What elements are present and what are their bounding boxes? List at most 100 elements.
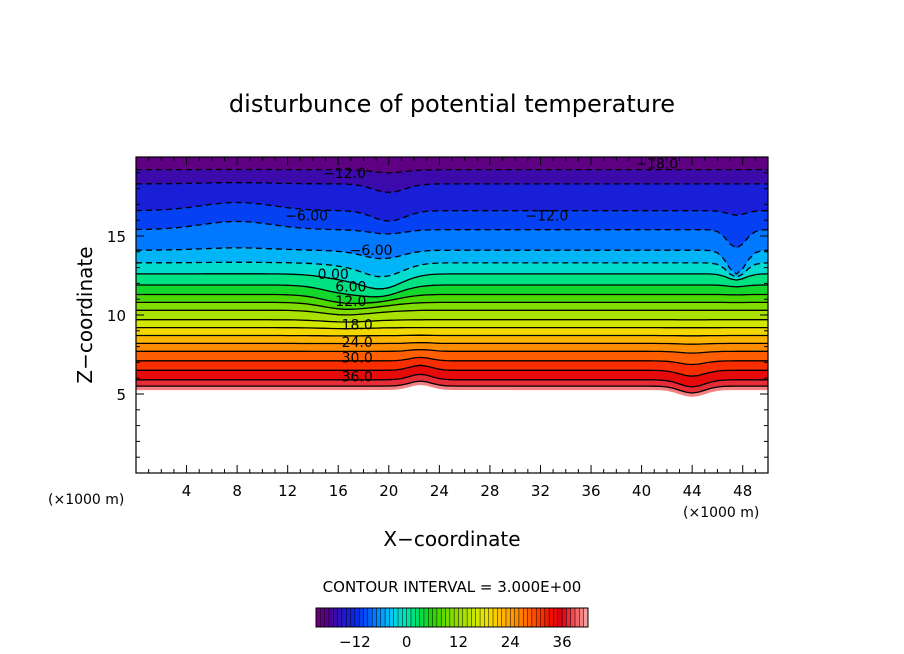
contour-label: −18.0 bbox=[635, 156, 678, 172]
colorbar-segment bbox=[454, 608, 459, 627]
colorbar-segment bbox=[445, 608, 451, 627]
colorbar-segment bbox=[419, 608, 425, 627]
colorbar-segment bbox=[583, 608, 589, 627]
colorbar-tick-label: 12 bbox=[449, 633, 468, 651]
colorbar-segment bbox=[346, 608, 351, 627]
contour-line bbox=[136, 319, 768, 323]
colorbar-segment bbox=[415, 608, 421, 627]
x-tick-label: 20 bbox=[379, 482, 398, 500]
colorbar-segment bbox=[480, 608, 485, 627]
contour-line bbox=[136, 309, 768, 316]
y-axis-label: Z−coordinate bbox=[73, 246, 97, 383]
x-tick-label: 28 bbox=[480, 482, 499, 500]
y-tick-label: 15 bbox=[107, 228, 126, 246]
colorbar-segment bbox=[449, 608, 455, 627]
colorbar-segment bbox=[553, 608, 559, 627]
contour-label: −6.00 bbox=[350, 243, 393, 259]
colorbar-segment bbox=[536, 608, 541, 627]
contour-line bbox=[136, 168, 768, 174]
contour-line bbox=[136, 284, 768, 298]
contour-line bbox=[136, 201, 768, 222]
colorbar-segment bbox=[458, 608, 464, 627]
colorbar-segment bbox=[501, 608, 507, 627]
contour-label: 18.0 bbox=[342, 317, 373, 333]
colorbar-segment bbox=[566, 608, 572, 627]
colorbar-segment bbox=[493, 608, 498, 627]
colorbar-segment bbox=[562, 608, 567, 627]
colorbar-segment bbox=[518, 608, 524, 627]
colorbar-segment bbox=[354, 608, 360, 627]
colorbar-segment bbox=[363, 608, 369, 627]
colorbar-segment bbox=[497, 608, 503, 627]
colorbar-segment bbox=[510, 608, 516, 627]
colorbar-segment bbox=[380, 608, 386, 627]
colorbar-segment bbox=[579, 608, 585, 627]
colorbar-segment bbox=[393, 608, 399, 627]
colorbar-segment bbox=[484, 608, 490, 627]
contour-line bbox=[136, 261, 768, 279]
contour-line bbox=[136, 326, 768, 330]
colorbar-segment bbox=[428, 608, 433, 627]
contour-label: −12.0 bbox=[323, 166, 366, 182]
colorbar-segment bbox=[505, 608, 511, 627]
colorbar-segment bbox=[324, 608, 330, 627]
colorbar-segment bbox=[488, 608, 494, 627]
colorbar-tick-label: 36 bbox=[553, 633, 572, 651]
colorbar-tick-label: −12 bbox=[339, 633, 371, 651]
contour-interval-text: CONTOUR INTERVAL = 3.000E+00 bbox=[323, 578, 582, 596]
colorbar-segment bbox=[402, 608, 408, 627]
colorbar-segment bbox=[436, 608, 442, 627]
colorbar-segment bbox=[475, 608, 481, 627]
colorbar-segment bbox=[350, 608, 356, 627]
colorbar-segment bbox=[328, 608, 334, 627]
contour-label: 36.0 bbox=[342, 370, 373, 386]
x-unit-label-right: (×1000 m) bbox=[683, 505, 759, 521]
contour-label: 24.0 bbox=[342, 335, 373, 351]
colorbar-segment bbox=[523, 608, 528, 627]
contour-line bbox=[136, 247, 768, 275]
contour-label: 30.0 bbox=[342, 351, 373, 367]
contour-label: −6.00 bbox=[285, 208, 328, 224]
colorbar-segment bbox=[367, 608, 373, 627]
colorbar-segment bbox=[575, 608, 580, 627]
colorbar-segment bbox=[570, 608, 576, 627]
y-tick-label: 10 bbox=[107, 307, 126, 325]
colorbar-tick-label: 24 bbox=[501, 633, 520, 651]
contour-line bbox=[136, 293, 768, 305]
y-tick-label: 5 bbox=[116, 386, 126, 404]
colorbar-tick-label: 0 bbox=[402, 633, 412, 651]
contour-line bbox=[136, 182, 768, 194]
colorbar-segment bbox=[549, 608, 554, 627]
colorbar-segment bbox=[557, 608, 563, 627]
contour-line bbox=[136, 334, 768, 337]
colorbar-segment bbox=[316, 608, 321, 627]
contour-label: 12.0 bbox=[335, 294, 366, 310]
contour-line bbox=[136, 341, 768, 345]
temperature-field bbox=[136, 157, 768, 473]
colorbar-segment bbox=[372, 608, 377, 627]
contour-lines bbox=[136, 168, 768, 394]
contour-line bbox=[136, 301, 768, 310]
x-tick-label: 44 bbox=[683, 482, 702, 500]
colorbar: −12 0 12 24 36 bbox=[315, 607, 589, 651]
x-tick-label: 36 bbox=[581, 482, 600, 500]
contour-line bbox=[136, 380, 768, 394]
x-tick-label: 32 bbox=[531, 482, 550, 500]
contour-label: 6.00 bbox=[335, 280, 366, 296]
colorbar-frame bbox=[315, 607, 589, 628]
field-empty-region bbox=[136, 385, 768, 473]
colorbar-segment bbox=[423, 608, 429, 627]
contour-line bbox=[136, 273, 768, 290]
contour-label: 0.00 bbox=[318, 267, 349, 283]
colorbar-segment bbox=[398, 608, 403, 627]
colorbar-segment bbox=[540, 608, 546, 627]
x-tick-label: 16 bbox=[329, 482, 348, 500]
chart-title: disturbunce of potential temperature bbox=[229, 90, 675, 118]
x-tick-label: 8 bbox=[232, 482, 242, 500]
colorbar-segment bbox=[359, 608, 364, 627]
colorbar-segment bbox=[320, 608, 326, 627]
contour-line bbox=[136, 356, 768, 366]
colorbar-segment bbox=[514, 608, 520, 627]
